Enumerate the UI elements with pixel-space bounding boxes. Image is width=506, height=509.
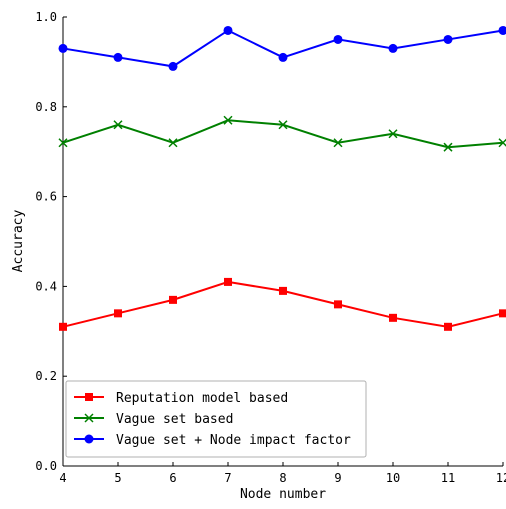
y-tick-label: 0.0	[35, 459, 57, 473]
legend: Reputation model based Vague set based Vag…	[66, 381, 366, 457]
y-tick-label: 0.6	[35, 190, 57, 204]
legend-label: Vague set + Node impact factor	[116, 433, 351, 448]
y-axis-title: Accuracy	[11, 210, 26, 273]
x-tick-label: 6	[169, 471, 176, 485]
data-point	[389, 314, 397, 322]
data-point	[279, 287, 287, 295]
x-tick-label: 11	[441, 471, 455, 485]
x-tick-label: 5	[114, 471, 121, 485]
legend-marker	[85, 393, 93, 401]
series-layer	[59, 26, 506, 331]
legend-marker	[85, 435, 94, 444]
x-tick-label: 12	[496, 471, 506, 485]
data-point	[169, 296, 177, 304]
x-tick-label: 8	[279, 471, 286, 485]
data-point	[444, 35, 453, 44]
data-point	[114, 309, 122, 317]
data-point	[279, 53, 288, 62]
data-point	[334, 35, 343, 44]
x-tick-label: 7	[224, 471, 231, 485]
legend-entry: Vague set + Node impact factor	[74, 433, 351, 448]
y-tick-label: 0.4	[35, 279, 57, 293]
data-point	[444, 323, 452, 331]
data-point	[334, 300, 342, 308]
data-point	[499, 309, 506, 317]
x-axis-title: Node number	[240, 487, 326, 502]
data-point	[169, 62, 178, 71]
series-vague-set-based	[59, 116, 506, 151]
y-tick-label: 1.0	[35, 10, 57, 24]
data-point	[114, 53, 123, 62]
x-tick-label: 4	[59, 471, 66, 485]
data-point	[389, 44, 398, 53]
legend-label: Reputation model based	[116, 391, 288, 406]
series-reputation-model-based	[59, 278, 506, 331]
data-point	[224, 26, 233, 35]
x-tick-label: 9	[334, 471, 341, 485]
data-point	[59, 44, 68, 53]
legend-label: Vague set based	[116, 412, 233, 427]
data-point	[59, 323, 67, 331]
y-tick-label: 0.2	[35, 369, 57, 383]
y-tick-label: 0.8	[35, 100, 57, 114]
data-point	[224, 278, 232, 286]
series-vague-set-node-impact-factor	[59, 26, 506, 71]
data-point	[499, 26, 506, 35]
x-tick-label: 10	[386, 471, 400, 485]
